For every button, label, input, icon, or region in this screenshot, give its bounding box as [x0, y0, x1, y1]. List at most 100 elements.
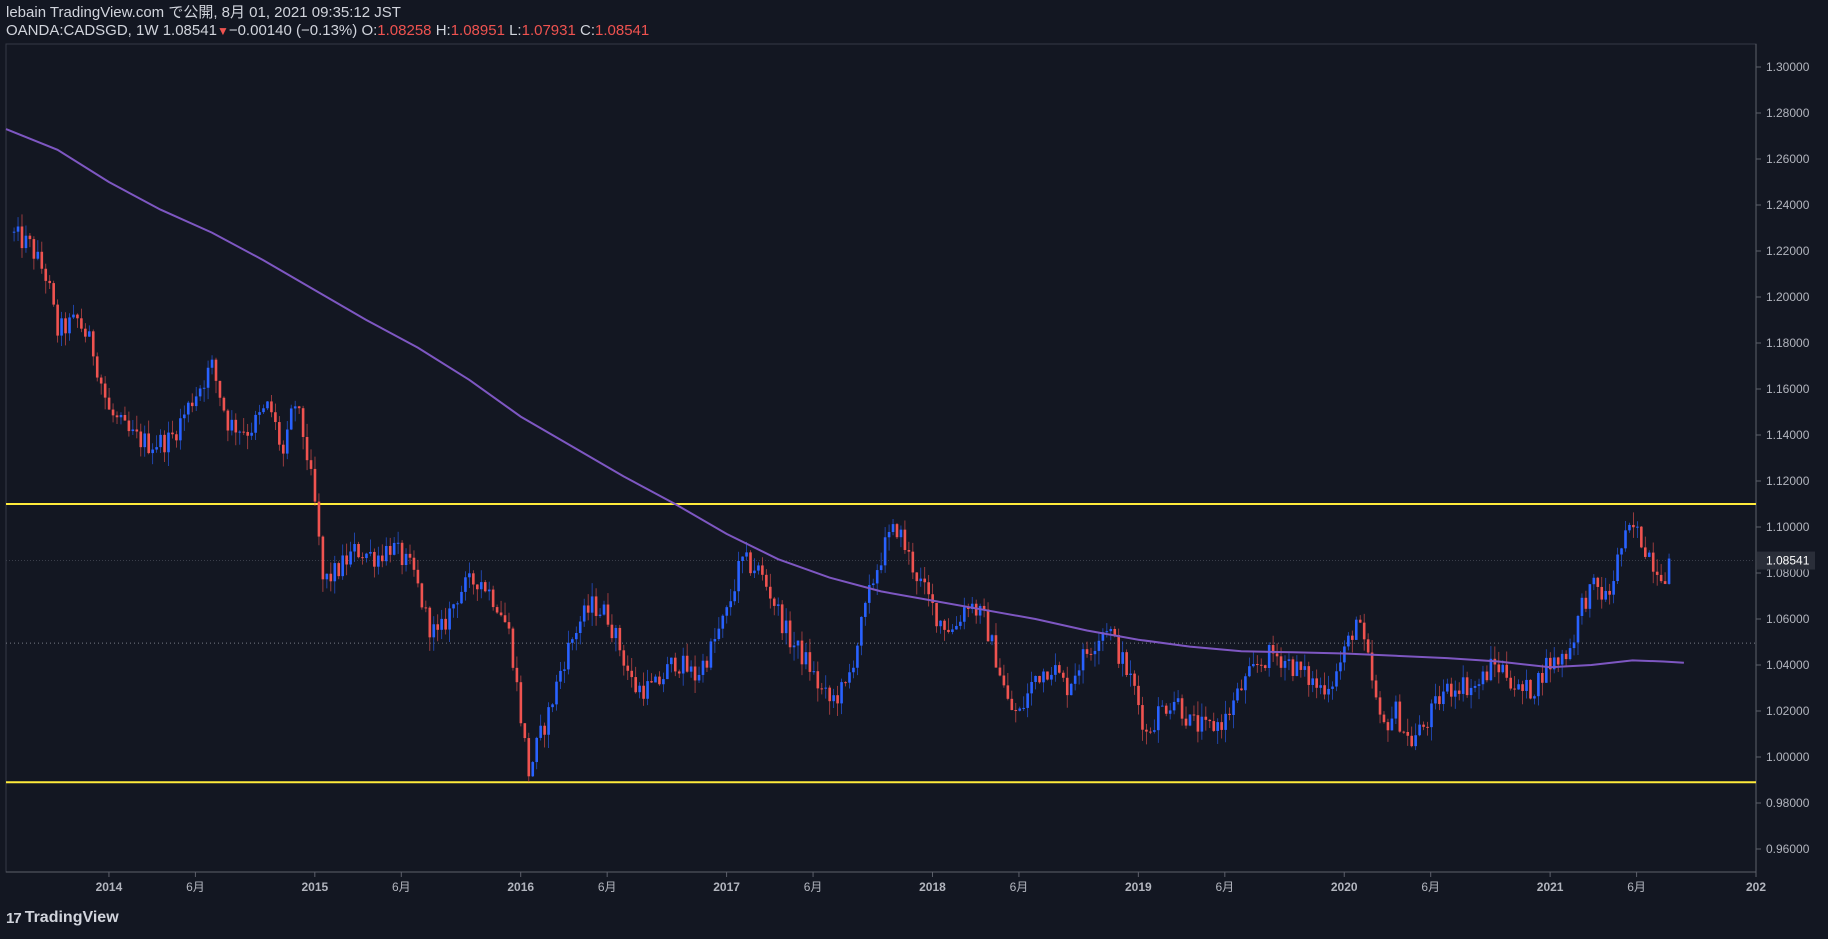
- candle-body: [994, 635, 998, 668]
- candle-body: [792, 645, 796, 648]
- candle-body: [1426, 726, 1429, 728]
- candle-body: [567, 642, 570, 670]
- candle-body: [1200, 716, 1204, 732]
- candle-body: [844, 682, 847, 684]
- candle-body: [1354, 619, 1358, 640]
- candle-body: [1263, 665, 1267, 669]
- candle-body: [677, 671, 681, 674]
- x-tick-label: 6月: [804, 880, 823, 894]
- candle-body: [1153, 730, 1156, 732]
- candle-body: [266, 401, 269, 409]
- candle-body: [1034, 675, 1037, 682]
- candle-body: [1422, 724, 1425, 727]
- candle-body: [923, 578, 927, 583]
- candle-body: [685, 655, 689, 672]
- candle-body: [1378, 697, 1382, 715]
- candle-body: [345, 555, 348, 565]
- candle-body: [1196, 715, 1200, 732]
- candle-body: [1121, 652, 1124, 664]
- candle-body: [476, 584, 479, 590]
- candle-body: [1608, 590, 1611, 595]
- candle-body: [1449, 683, 1453, 697]
- plot-area[interactable]: [5, 43, 1757, 873]
- candle-body: [891, 524, 895, 532]
- candle-body: [1592, 577, 1596, 585]
- candle-body: [1311, 678, 1315, 685]
- candle-body: [1220, 722, 1223, 730]
- candle-body: [681, 655, 685, 674]
- candle-body: [1149, 731, 1152, 733]
- candle-body: [963, 607, 966, 622]
- candle-body: [856, 645, 859, 668]
- tradingview-logo-icon: 17: [6, 909, 22, 927]
- candle-body: [943, 620, 946, 630]
- candle-body: [392, 542, 396, 555]
- candle-body: [776, 604, 780, 606]
- candle-body: [1374, 680, 1378, 698]
- candle-body: [103, 383, 107, 398]
- candle-body: [828, 687, 831, 702]
- candle-body: [574, 633, 578, 640]
- candle-body: [590, 596, 594, 613]
- candle-body: [768, 586, 772, 599]
- moving-average-line[interactable]: [5, 128, 1684, 669]
- candle-body: [1022, 707, 1025, 709]
- candle-body: [214, 359, 218, 381]
- x-tick-label: 6月: [1215, 880, 1234, 894]
- candle-body: [234, 419, 238, 433]
- candle-body: [242, 431, 246, 433]
- candle-body: [388, 545, 392, 555]
- publisher-text: lebain TradingView.com で公開, 8月 01, 2021 …: [6, 4, 401, 21]
- candle-body: [163, 434, 166, 453]
- candle-body: [1180, 698, 1184, 719]
- candle-body: [472, 573, 475, 585]
- candle-body: [1137, 685, 1140, 706]
- candle-body: [788, 620, 792, 648]
- candle-body: [52, 283, 55, 305]
- candle-body: [689, 666, 693, 672]
- candle-body: [1335, 671, 1338, 687]
- candle-body: [1236, 688, 1239, 701]
- x-tick-label: 2016: [507, 880, 534, 894]
- candle-body: [1204, 716, 1208, 720]
- candle-body: [899, 529, 903, 538]
- candle-body: [871, 583, 875, 586]
- y-tick-label: 1.14000: [1766, 428, 1810, 442]
- candle-body: [1141, 705, 1144, 730]
- candle-body: [365, 553, 368, 559]
- candle-body: [1002, 675, 1006, 686]
- price-axis[interactable]: 1.30000 1.28000 1.26000 1.24000 1.22000 1.200…: [1756, 60, 1810, 856]
- candle-body: [709, 641, 713, 668]
- symbol-name[interactable]: OANDA:CADSGD, 1W: [6, 22, 159, 39]
- candle-body: [610, 624, 614, 639]
- candle-body: [321, 536, 325, 580]
- candle-body: [1018, 708, 1022, 711]
- candle-body: [1556, 657, 1560, 665]
- candle-body: [1065, 677, 1069, 696]
- candle-body: [1667, 558, 1671, 584]
- candle-body: [44, 268, 48, 281]
- candle-body: [721, 615, 725, 629]
- candlestick-series: [12, 214, 1671, 783]
- candle-body: [1323, 685, 1326, 695]
- candle-body: [1176, 698, 1180, 702]
- time-axis[interactable]: 2014 6月 2015 6月 2016 6月 2017 6月 2018 6月 2019 6月 2020…: [96, 872, 1767, 894]
- candle-body: [198, 388, 202, 397]
- candle-body: [1279, 656, 1283, 668]
- candle-body: [56, 304, 59, 336]
- candle-body: [337, 563, 341, 577]
- candle-body: [1164, 705, 1168, 714]
- candle-body: [1058, 665, 1061, 673]
- candle-body: [1489, 658, 1493, 681]
- candle-body: [380, 555, 384, 562]
- candle-body: [1085, 649, 1089, 654]
- y-tick-label: 1.18000: [1766, 336, 1810, 350]
- candle-body: [836, 695, 839, 704]
- candle-body: [535, 737, 539, 763]
- candle-body: [1596, 577, 1600, 587]
- candle-body: [238, 431, 242, 433]
- candle-body: [543, 725, 546, 735]
- horizontal-levels: [6, 503, 1756, 784]
- candle-body: [72, 314, 75, 318]
